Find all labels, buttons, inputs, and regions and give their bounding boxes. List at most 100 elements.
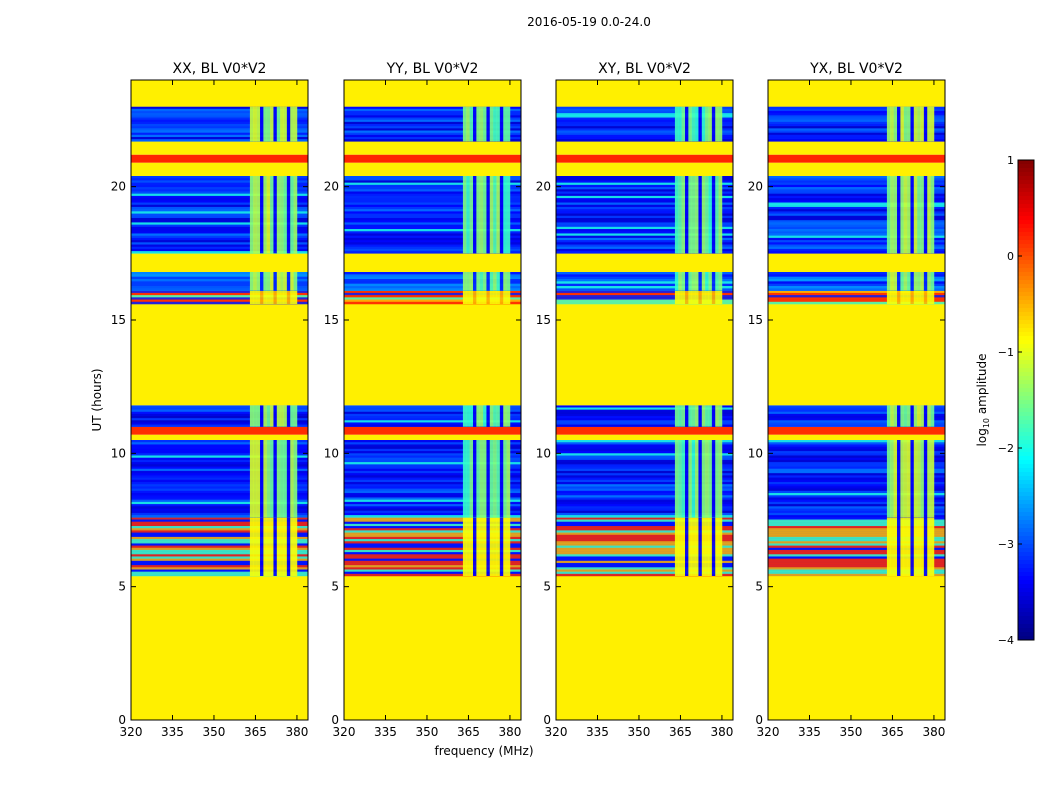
colorbar-step xyxy=(1018,324,1034,329)
band-column xyxy=(290,290,294,304)
band-column xyxy=(290,272,294,291)
band-column xyxy=(293,517,298,576)
data-row xyxy=(556,121,733,125)
colorbar-step xyxy=(1018,164,1034,169)
band-column xyxy=(708,440,713,518)
data-row xyxy=(768,213,945,217)
band-column xyxy=(893,272,898,291)
band-column xyxy=(496,272,501,291)
data-row xyxy=(768,274,945,277)
colorbar-step xyxy=(1018,420,1034,425)
data-row xyxy=(768,115,945,118)
y-tick-label: 20 xyxy=(111,180,126,194)
data-row xyxy=(344,539,521,542)
band-column xyxy=(900,106,905,142)
band-column xyxy=(290,405,294,427)
band-column xyxy=(893,106,898,142)
data-row xyxy=(556,573,733,577)
band-column xyxy=(483,440,487,518)
colorbar-step xyxy=(1018,192,1034,197)
data-row xyxy=(768,547,945,551)
band-column xyxy=(923,440,928,518)
data-row xyxy=(768,466,945,470)
band-column xyxy=(489,290,494,304)
band-column xyxy=(681,405,686,427)
colorbar-step xyxy=(1018,600,1034,605)
band-column xyxy=(506,272,511,291)
band-column xyxy=(479,440,484,518)
data-row xyxy=(768,283,945,287)
data-row xyxy=(344,466,521,470)
data-row xyxy=(768,515,945,518)
x-tick-label: 380 xyxy=(922,725,945,739)
band-column xyxy=(493,106,497,142)
data-row xyxy=(131,560,308,564)
band-column xyxy=(479,106,484,142)
flag-segment xyxy=(556,253,733,272)
band-column xyxy=(896,106,901,142)
band-column xyxy=(263,290,268,304)
band-column xyxy=(691,405,696,427)
data-row xyxy=(131,424,308,427)
data-row xyxy=(556,137,733,140)
data-row xyxy=(131,495,308,498)
band-column xyxy=(910,440,915,518)
data-row xyxy=(344,569,521,572)
colorbar-step xyxy=(1018,284,1034,289)
data-row xyxy=(768,558,945,562)
band-column xyxy=(493,290,497,304)
flag-segment xyxy=(131,304,308,406)
band-column xyxy=(462,106,467,142)
data-row xyxy=(768,206,945,210)
band-column xyxy=(698,290,703,304)
band-column xyxy=(890,106,894,142)
data-row xyxy=(344,248,521,252)
data-row xyxy=(556,508,733,512)
data-row xyxy=(768,233,945,236)
data-row xyxy=(131,446,308,450)
data-row xyxy=(768,569,945,572)
y-tick-label: 10 xyxy=(324,446,339,460)
x-tick-label: 350 xyxy=(416,725,439,739)
data-row xyxy=(768,176,945,179)
band-column xyxy=(903,290,908,304)
flag-segment xyxy=(768,162,945,176)
band-column xyxy=(718,405,723,427)
data-row xyxy=(556,536,733,540)
data-row xyxy=(131,519,308,522)
band-column xyxy=(479,176,484,254)
flag-segment xyxy=(556,434,733,440)
band-column xyxy=(249,272,254,291)
data-row xyxy=(344,233,521,236)
band-column xyxy=(476,290,481,304)
band-column xyxy=(893,176,898,254)
x-tick-label: 380 xyxy=(498,725,521,739)
data-row xyxy=(768,276,945,280)
data-row xyxy=(556,413,733,417)
data-row xyxy=(556,217,733,221)
data-row xyxy=(344,442,521,445)
data-row xyxy=(556,567,733,570)
data-row xyxy=(131,422,308,425)
data-row xyxy=(768,470,945,474)
data-row xyxy=(556,420,733,423)
data-row xyxy=(556,556,733,559)
colorbar-step xyxy=(1018,372,1034,377)
data-row xyxy=(131,251,308,254)
data-row xyxy=(556,111,733,114)
band-column xyxy=(483,106,487,142)
band-column xyxy=(503,106,507,142)
band-column xyxy=(917,176,921,254)
colorbar-tick-label: −3 xyxy=(998,538,1014,551)
y-tick-label: 15 xyxy=(111,313,126,327)
data-row xyxy=(131,457,308,461)
data-row xyxy=(344,115,521,118)
band-column xyxy=(472,272,477,291)
flag-segment xyxy=(131,426,308,435)
colorbar-step xyxy=(1018,400,1034,405)
data-row xyxy=(768,552,945,555)
data-row xyxy=(768,242,945,245)
data-row xyxy=(131,508,308,512)
band-column xyxy=(886,290,891,304)
band-column xyxy=(674,440,679,518)
